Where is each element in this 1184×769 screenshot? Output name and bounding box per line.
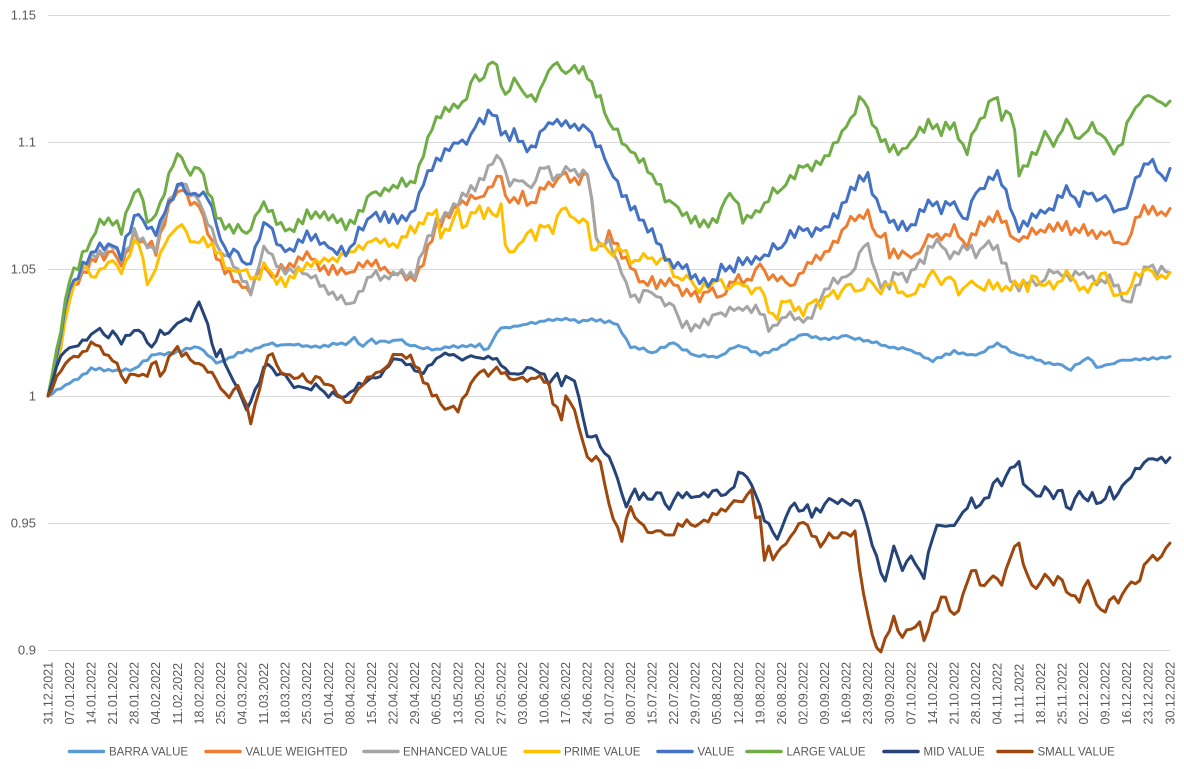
svg-text:03.06.2022: 03.06.2022 — [516, 662, 530, 725]
svg-text:17.06.2022: 17.06.2022 — [559, 662, 573, 725]
svg-text:23.09.2022: 23.09.2022 — [861, 662, 875, 725]
svg-text:21.01.2022: 21.01.2022 — [106, 662, 120, 725]
svg-text:23.12.2022: 23.12.2022 — [1142, 662, 1156, 725]
svg-text:14.01.2022: 14.01.2022 — [85, 662, 99, 725]
svg-text:29.07.2022: 29.07.2022 — [689, 662, 703, 725]
svg-text:1.15: 1.15 — [11, 8, 36, 23]
svg-text:22.04.2022: 22.04.2022 — [387, 662, 401, 725]
svg-text:VALUE: VALUE — [698, 747, 735, 759]
svg-text:18.02.2022: 18.02.2022 — [192, 662, 206, 725]
svg-text:28.01.2022: 28.01.2022 — [128, 662, 142, 725]
svg-text:MID VALUE: MID VALUE — [924, 747, 985, 759]
svg-text:27.05.2022: 27.05.2022 — [494, 662, 508, 725]
svg-text:22.07.2022: 22.07.2022 — [667, 662, 681, 725]
svg-text:30.12.2022: 30.12.2022 — [1163, 662, 1177, 725]
svg-text:02.12.2022: 02.12.2022 — [1077, 662, 1091, 725]
svg-text:11.03.2022: 11.03.2022 — [257, 663, 271, 725]
svg-text:18.11.2022: 18.11.2022 — [1034, 663, 1048, 725]
svg-text:24.06.2022: 24.06.2022 — [581, 662, 595, 725]
svg-text:21.10.2022: 21.10.2022 — [948, 662, 962, 725]
svg-text:25.11.2022: 25.11.2022 — [1055, 663, 1069, 725]
svg-text:31.12.2021: 31.12.2021 — [41, 662, 55, 725]
svg-text:VALUE WEIGHTED: VALUE WEIGHTED — [246, 747, 348, 759]
svg-text:26.08.2022: 26.08.2022 — [775, 662, 789, 725]
svg-text:07.01.2022: 07.01.2022 — [63, 662, 77, 725]
svg-text:25.02.2022: 25.02.2022 — [214, 662, 228, 725]
svg-text:15.07.2022: 15.07.2022 — [646, 662, 660, 725]
svg-text:16.12.2022: 16.12.2022 — [1120, 662, 1134, 725]
svg-text:ENHANCED VALUE: ENHANCED VALUE — [403, 747, 508, 759]
svg-text:1.05: 1.05 — [11, 262, 36, 277]
svg-text:1: 1 — [29, 389, 36, 404]
svg-text:07.10.2022: 07.10.2022 — [904, 662, 918, 725]
svg-text:BARRA VALUE: BARRA VALUE — [109, 747, 188, 759]
svg-text:25.03.2022: 25.03.2022 — [300, 662, 314, 725]
svg-text:09.12.2022: 09.12.2022 — [1099, 662, 1113, 725]
svg-text:20.05.2022: 20.05.2022 — [473, 662, 487, 725]
svg-text:02.09.2022: 02.09.2022 — [797, 662, 811, 725]
svg-text:18.03.2022: 18.03.2022 — [279, 662, 293, 725]
svg-text:04.11.2022: 04.11.2022 — [991, 663, 1005, 725]
svg-text:14.10.2022: 14.10.2022 — [926, 662, 940, 725]
svg-text:SMALL VALUE: SMALL VALUE — [1038, 747, 1116, 759]
svg-text:30.09.2022: 30.09.2022 — [883, 662, 897, 725]
svg-text:09.09.2022: 09.09.2022 — [818, 662, 832, 725]
svg-text:PRIME VALUE: PRIME VALUE — [564, 747, 641, 759]
svg-text:29.04.2022: 29.04.2022 — [408, 662, 422, 725]
svg-text:0.9: 0.9 — [18, 643, 36, 658]
svg-text:15.04.2022: 15.04.2022 — [365, 662, 379, 725]
svg-text:08.07.2022: 08.07.2022 — [624, 662, 638, 725]
svg-text:LARGE VALUE: LARGE VALUE — [787, 747, 866, 759]
svg-text:05.08.2022: 05.08.2022 — [710, 662, 724, 725]
svg-text:13.05.2022: 13.05.2022 — [451, 662, 465, 725]
svg-text:28.10.2022: 28.10.2022 — [969, 662, 983, 725]
svg-text:11.11.2022: 11.11.2022 — [1012, 664, 1026, 725]
svg-text:10.06.2022: 10.06.2022 — [538, 662, 552, 725]
svg-text:1.1: 1.1 — [18, 135, 36, 150]
svg-text:0.95: 0.95 — [11, 516, 36, 531]
svg-text:04.02.2022: 04.02.2022 — [149, 662, 163, 725]
svg-text:12.08.2022: 12.08.2022 — [732, 662, 746, 725]
svg-text:19.08.2022: 19.08.2022 — [753, 662, 767, 725]
svg-text:01.07.2022: 01.07.2022 — [602, 662, 616, 725]
svg-text:01.04.2022: 01.04.2022 — [322, 662, 336, 725]
svg-text:11.02.2022: 11.02.2022 — [171, 663, 185, 725]
svg-text:08.04.2022: 08.04.2022 — [343, 662, 357, 725]
svg-text:04.03.2022: 04.03.2022 — [236, 662, 250, 725]
svg-text:16.09.2022: 16.09.2022 — [840, 662, 854, 725]
svg-text:06.05.2022: 06.05.2022 — [430, 662, 444, 725]
